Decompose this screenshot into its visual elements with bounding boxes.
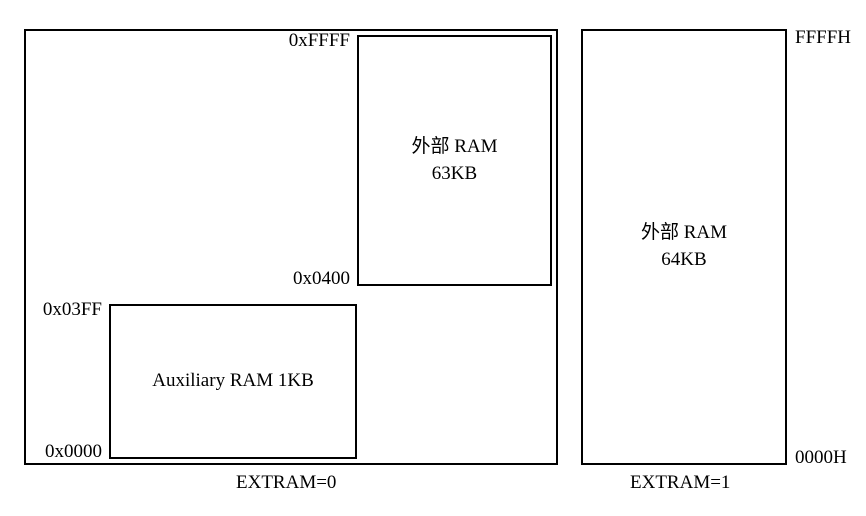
addr-0x0400: 0x0400 — [293, 268, 350, 290]
addr-0000h: 0000H — [795, 447, 847, 469]
external-ram-63kb-box: 外部 RAM 63KB — [357, 35, 552, 286]
extram1-caption: EXTRAM=1 — [630, 472, 730, 494]
addr-0xffff: 0xFFFF — [289, 30, 350, 52]
addr-ffffh: FFFFH — [795, 27, 851, 49]
external-ram-63kb-line2: 63KB — [432, 163, 477, 184]
auxiliary-ram-1kb-box: Auxiliary RAM 1KB — [109, 304, 357, 459]
extram1-container: 外部 RAM 64KB — [581, 29, 787, 465]
extram0-caption: EXTRAM=0 — [236, 472, 336, 494]
external-ram-64kb-line2: 64KB — [661, 249, 706, 270]
external-ram-64kb-line1: 外部 RAM — [641, 222, 727, 243]
external-ram-63kb-line1: 外部 RAM — [411, 136, 497, 157]
addr-0x0000: 0x0000 — [45, 441, 102, 463]
addr-0x03ff: 0x03FF — [43, 299, 102, 321]
auxiliary-ram-1kb-line1: Auxiliary RAM 1KB — [152, 370, 314, 391]
